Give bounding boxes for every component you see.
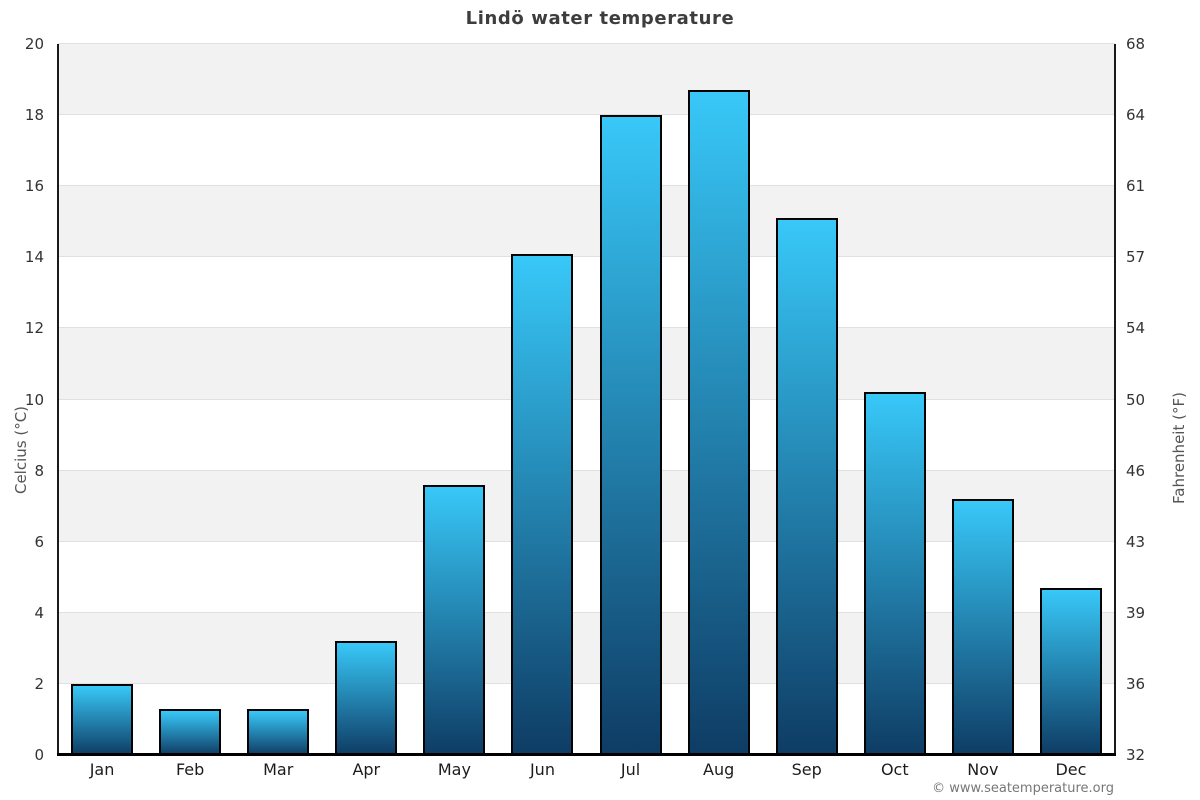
gridline (58, 43, 1115, 44)
fahrenheit-tick-43: 43 (1126, 532, 1146, 551)
month-labels: Jan Feb Mar Apr May Jun Jul Aug Sep Oct Nov Dec (58, 760, 1115, 784)
fahrenheit-tick-61: 61 (1126, 177, 1146, 196)
bar-aug (687, 90, 750, 755)
right-axis-line (1114, 44, 1116, 755)
bar-dec (1039, 587, 1102, 755)
celsius-tick-14: 14 (24, 248, 44, 267)
gridline (58, 682, 1115, 684)
bar-jan (71, 683, 134, 755)
x-axis-line (57, 753, 1116, 756)
month-label-jun: Jun (529, 760, 555, 779)
celsius-tick-4: 4 (34, 603, 44, 622)
bar-may (423, 484, 486, 755)
fahrenheit-tick-54: 54 (1126, 319, 1146, 338)
bar-nov (951, 499, 1014, 755)
gridline (58, 327, 1115, 329)
plot-band (58, 612, 1115, 684)
month-label-jul: Jul (620, 760, 641, 779)
month-label-oct: Oct (880, 760, 909, 779)
celsius-tick-12: 12 (24, 319, 44, 338)
fahrenheit-axis-title: Fahrenheit (°F) (1170, 392, 1188, 504)
month-label-feb: Feb (175, 760, 205, 779)
plot-band (58, 541, 1115, 613)
month-label-nov: Nov (967, 760, 999, 779)
month-label-sep: Sep (791, 760, 822, 779)
celsius-tick-8: 8 (34, 461, 44, 480)
celsius-tick-20: 20 (24, 35, 44, 53)
month-label-mar: Mar (263, 760, 294, 779)
celsius-tick-0: 0 (34, 746, 44, 764)
plot-band (58, 186, 1115, 258)
plot-band (58, 115, 1115, 187)
fahrenheit-tick-64: 64 (1126, 106, 1146, 125)
celsius-tick-16: 16 (24, 177, 44, 196)
bar-sep (775, 218, 838, 755)
plot-band (58, 399, 1115, 471)
fahrenheit-tick-50: 50 (1126, 390, 1146, 409)
plot-band (58, 470, 1115, 542)
celsius-tick-labels: 0 2 4 6 8 10 12 14 16 18 20 (0, 35, 50, 764)
fahrenheit-tick-57: 57 (1126, 248, 1146, 267)
month-label-dec: Dec (1055, 760, 1087, 779)
fahrenheit-tick-32: 32 (1126, 746, 1146, 764)
celsius-tick-6: 6 (34, 532, 44, 551)
celsius-tick-18: 18 (24, 106, 44, 125)
plot-band (58, 328, 1115, 400)
month-label-may: May (437, 760, 471, 779)
left-axis-line (57, 44, 59, 755)
copyright-attribution: © www.seatemperature.org (932, 781, 1114, 796)
gridline (58, 540, 1115, 542)
month-label-apr: Apr (352, 760, 381, 779)
fahrenheit-tick-labels: 32 36 39 43 46 50 54 57 61 64 68 (1126, 35, 1176, 764)
bar-apr (335, 641, 398, 755)
fahrenheit-tick-39: 39 (1126, 603, 1146, 622)
fahrenheit-tick-68: 68 (1126, 35, 1146, 53)
gridline (58, 398, 1115, 400)
gridline (58, 114, 1115, 116)
celsius-tick-10: 10 (24, 390, 44, 409)
bar-jun (511, 253, 574, 755)
plot-band (58, 44, 1115, 116)
plot-band (58, 257, 1115, 329)
bar-feb (159, 708, 222, 755)
celsius-tick-2: 2 (34, 674, 44, 693)
gridline (58, 185, 1115, 187)
month-label-jan: Jan (89, 760, 115, 779)
fahrenheit-tick-36: 36 (1126, 674, 1146, 693)
plot-area (57, 43, 1116, 756)
month-label-aug: Aug (703, 760, 735, 779)
bar-oct (863, 392, 926, 755)
gridline (58, 611, 1115, 613)
plot-band (58, 683, 1115, 755)
fahrenheit-tick-46: 46 (1126, 461, 1146, 480)
gridline (58, 469, 1115, 471)
bar-mar (247, 708, 310, 755)
gridline (58, 256, 1115, 258)
chart-title: Lindö water temperature (465, 8, 735, 29)
celsius-axis-title: Celcius (°C) (12, 405, 30, 495)
bar-jul (599, 115, 662, 755)
